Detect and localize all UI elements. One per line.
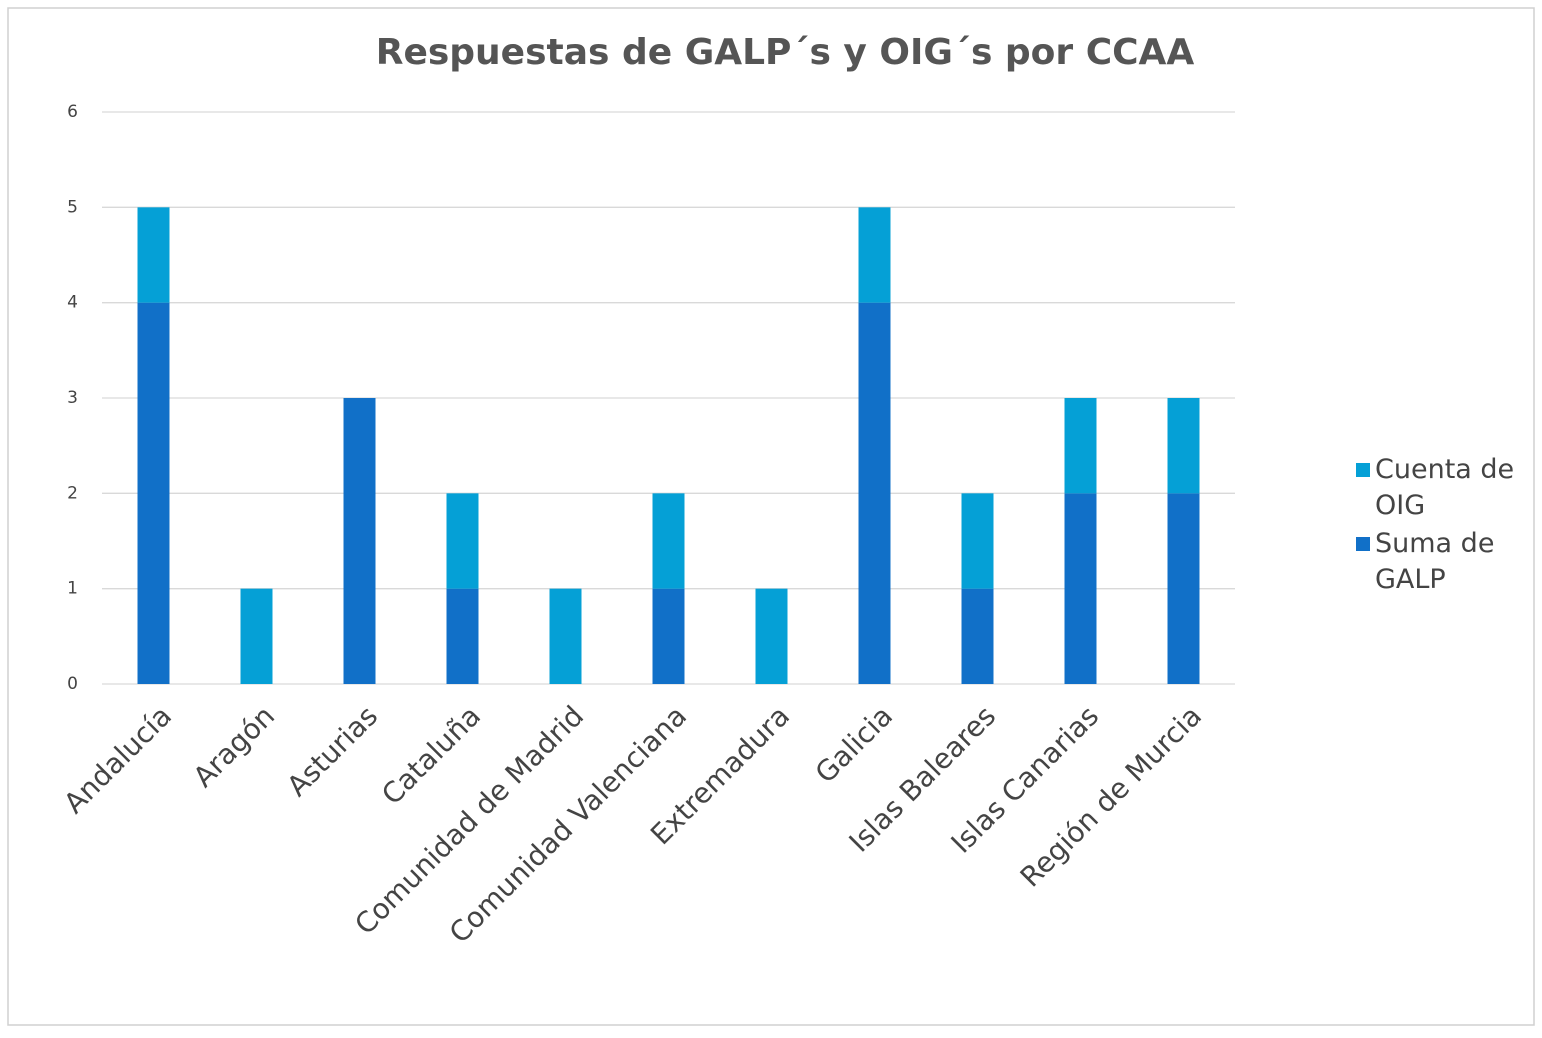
- bar-segment: [137, 207, 170, 303]
- y-tick-label: 1: [67, 579, 78, 599]
- bar-segment: [652, 493, 685, 589]
- bar-segment: [1167, 398, 1200, 494]
- legend-label: Cuenta de OIG: [1375, 454, 1515, 521]
- bar-segment: [858, 302, 891, 684]
- bar-segment: [240, 588, 273, 684]
- chart-border: [7, 7, 1535, 1026]
- legend-item: Cuenta de OIG: [1356, 452, 1536, 524]
- legend-label: Suma de GALP: [1375, 528, 1495, 595]
- y-tick-label: 5: [67, 197, 78, 217]
- y-tick-label: 2: [67, 483, 78, 503]
- bar-segment: [343, 398, 376, 684]
- bar-segment: [446, 493, 479, 589]
- bar-segment: [1064, 493, 1097, 684]
- bar-segment: [137, 302, 170, 684]
- y-tick-label: 0: [67, 674, 78, 694]
- legend-swatch: [1356, 537, 1370, 551]
- y-tick-label: 4: [67, 293, 78, 313]
- y-tick-label: 3: [67, 388, 78, 408]
- bar-segment: [858, 207, 891, 303]
- chart-title: Respuestas de GALP´s y OIG´s por CCAA: [376, 32, 1195, 73]
- bar-segment: [652, 588, 685, 684]
- legend-item: Suma de GALP: [1356, 526, 1536, 598]
- bar-segment: [1064, 398, 1097, 494]
- bar-segment: [446, 588, 479, 684]
- legend-swatch: [1356, 463, 1370, 477]
- bar-segment: [1167, 493, 1200, 684]
- bar-segment: [755, 588, 788, 684]
- legend: Cuenta de OIG Suma de GALP: [1356, 452, 1536, 600]
- bar-segment: [961, 493, 994, 589]
- y-tick-label: 6: [67, 102, 78, 122]
- bar-segment: [549, 588, 582, 684]
- bar-segment: [961, 588, 994, 684]
